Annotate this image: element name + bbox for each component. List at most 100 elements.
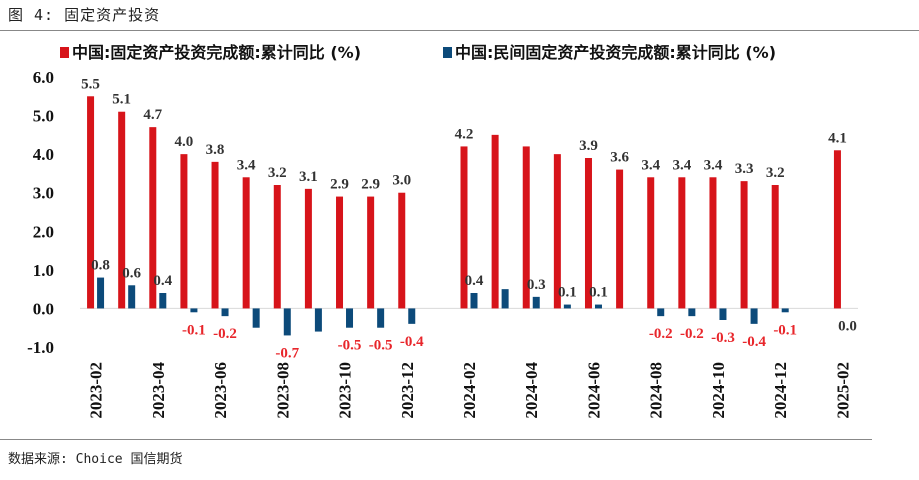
data-label-series1: 3.0 (392, 173, 411, 189)
data-label-series2: -0.5 (369, 338, 393, 354)
bar-series2 (532, 296, 540, 309)
bar-series1 (584, 158, 592, 309)
data-label-series2: 0.8 (91, 258, 110, 274)
bar-series2 (283, 308, 291, 336)
data-label-series2: 0.1 (589, 285, 608, 301)
x-tick-label: 2024-12 (771, 362, 790, 419)
data-label-series1: 3.8 (206, 142, 225, 158)
x-tick-label: 2024-04 (522, 362, 541, 419)
x-tick-label: 2023-10 (336, 362, 355, 419)
bar-series1 (647, 177, 655, 309)
x-tick-label: 2023-06 (211, 362, 230, 419)
data-label-series2: 0.4 (153, 273, 172, 289)
bar-series1 (336, 196, 344, 309)
bar-series2 (159, 293, 167, 309)
bar-series2 (563, 304, 571, 309)
legend-swatch-series1 (60, 47, 69, 58)
data-label-series2: -0.4 (400, 334, 424, 350)
bar-series1 (367, 196, 375, 309)
y-tick-label: 3.0 (33, 184, 54, 203)
bar-series2 (190, 308, 198, 313)
bar-series2 (781, 308, 789, 313)
data-label-series2: -0.7 (275, 345, 299, 361)
data-label-series1: 3.9 (579, 138, 598, 154)
data-label-series1: 3.2 (268, 165, 287, 181)
data-label-series2: -0.5 (338, 338, 362, 354)
bar-series2 (408, 308, 416, 324)
top-rule (0, 30, 919, 31)
data-label-series1: 5.5 (81, 76, 100, 92)
bar-series2 (657, 308, 665, 317)
bar-series2 (719, 308, 727, 320)
x-tick-label: 2025-02 (833, 362, 852, 419)
data-label-series2: -0.1 (773, 322, 797, 338)
y-tick-label: 4.0 (33, 145, 54, 164)
bar-series1 (833, 150, 841, 309)
data-label-series1: 4.0 (175, 134, 194, 150)
bottom-rule (0, 439, 872, 440)
bar-series2 (470, 293, 478, 309)
legend-label-series2: 中国:民间固定资产投资完成额:累计同比 (%) (455, 43, 776, 62)
bar-series2 (501, 289, 509, 309)
bar-series1 (273, 185, 281, 309)
bar-series1 (180, 154, 188, 309)
bar-series1 (149, 127, 157, 309)
y-tick-label: 0.0 (33, 299, 54, 318)
bar-series1 (709, 177, 717, 309)
data-label-series1: 4.1 (828, 130, 847, 146)
data-label-series1: 3.6 (610, 150, 629, 166)
data-label-series1: 2.9 (361, 177, 380, 193)
bar-series1 (118, 111, 126, 309)
legend-swatch-series2 (443, 47, 452, 58)
bar-series1 (740, 181, 748, 309)
bar-series2 (377, 308, 385, 328)
data-label-series2: 0.0 (838, 318, 857, 334)
data-label-series1: 3.4 (237, 157, 256, 173)
bar-series2 (221, 308, 229, 317)
legend-label-series1: 中国:固定资产投资完成额:累计同比 (%) (72, 43, 361, 62)
x-tick-label: 2024-10 (709, 362, 728, 419)
source-note: 数据来源: Choice 国信期货 (8, 452, 183, 467)
data-label-series1: 3.1 (299, 169, 318, 185)
y-tick-label: 2.0 (33, 222, 54, 241)
bar-series1 (304, 188, 312, 309)
bar-series1 (211, 161, 219, 309)
bar-series1 (242, 177, 250, 309)
data-label-series2: 0.6 (122, 265, 141, 281)
data-label-series2: 0.3 (527, 277, 546, 293)
bar-series2 (128, 285, 136, 309)
data-label-series1: 4.2 (455, 126, 474, 142)
x-tick-label: 2024-02 (460, 362, 479, 419)
data-label-series2: 0.1 (558, 285, 577, 301)
bar-series1 (771, 185, 779, 309)
bar-series1 (460, 146, 468, 309)
bar-series2 (252, 308, 260, 328)
data-label-series2: -0.1 (182, 322, 206, 338)
data-label-series2: -0.3 (711, 330, 735, 346)
bar-series1 (87, 96, 95, 309)
data-label-series1: 4.7 (143, 107, 162, 123)
data-label-series1: 3.4 (672, 157, 691, 173)
bar-series1 (491, 134, 499, 309)
data-label-series1: 5.1 (112, 92, 131, 108)
data-label-series1: 3.2 (766, 165, 785, 181)
y-tick-label: -1.0 (27, 338, 54, 357)
data-label-series2: -0.2 (680, 326, 704, 342)
figure-title: 图 4: 固定资产投资 (8, 6, 161, 24)
bar-series2 (688, 308, 696, 317)
bar-series2 (346, 308, 354, 328)
data-label-series2: -0.2 (649, 326, 673, 342)
data-label-series1: 3.4 (704, 157, 723, 173)
bar-series1 (553, 154, 561, 309)
bar-series2 (314, 308, 322, 332)
x-tick-label: 2023-12 (398, 362, 417, 419)
bar-series2 (97, 277, 105, 309)
y-tick-label: 5.0 (33, 107, 54, 126)
bar-series1 (678, 177, 686, 309)
data-label-series1: 2.9 (330, 177, 349, 193)
data-label-series1: 3.3 (735, 161, 754, 177)
data-label-series2: -0.4 (742, 334, 766, 350)
x-tick-label: 2024-06 (584, 362, 603, 419)
x-tick-label: 2024-08 (647, 362, 666, 419)
chart: 6.0 5.0 4.0 3.0 2.0 1.0 0.0 -1.0 5.5 0.8 5.1 0.6 4.7… (27, 43, 858, 419)
